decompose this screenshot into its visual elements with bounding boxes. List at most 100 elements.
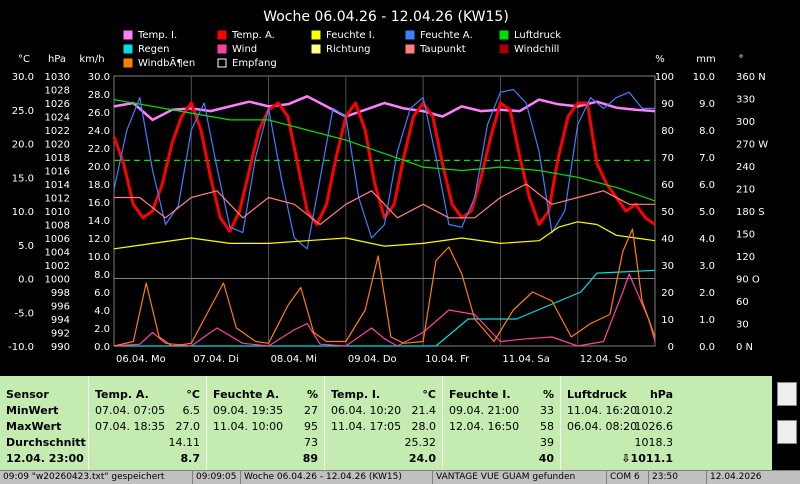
stats-avg-value: 25.32 [404,436,437,449]
x-tick-label: 12.04. So [580,354,627,365]
temp-tick-label: 25.0 [12,106,34,117]
wind-tick-label: 0.0 [94,342,110,353]
stats-current-value: 24.0 [408,452,436,465]
pressure-tick-label: 1020 [45,140,70,151]
pressure-tick-label: 1030 [45,72,70,83]
stats-current-label: 12.04. 23:00 [6,452,84,465]
stats-unit: °C [186,388,200,401]
legend-swatch [405,44,415,54]
pressure-tick-label: 1018 [45,153,70,164]
rain-tick-label: 0.0 [699,342,715,353]
legend-label: Regen [138,44,170,55]
stats-min-time: 09.04. 19:35 [213,404,284,417]
legend-swatch [123,30,133,40]
legend-swatch [311,30,321,40]
stats-column-luftdruck: Luftdruck hPa 11.04. 16:20 1010.2 06.04. 0… [561,376,679,470]
status-file: 09:09 "w20260423.txt" gespeichert [3,472,165,482]
humidity-tick-label: 0 [668,342,674,353]
x-tick-label: 06.04. Mo [116,354,166,365]
status-clock: 23:50 [648,471,708,484]
stats-max-value: 27.0 [175,420,201,433]
x-tick-label: 11.04. Sa [502,354,549,365]
stats-column-sensor: Sensor MinWert MaxWert Durchschnitt 12.0… [0,376,89,470]
legend-swatch [311,44,321,54]
legend-swatch [405,30,415,40]
axis-unit-direction: ° [739,54,744,65]
stats-current-value: 8.7 [180,452,201,465]
temp-tick-label: 15.0 [12,173,34,184]
status-station: VANTAGE VUE GUAM gefunden [432,471,608,484]
rain-tick-label: 6.0 [699,180,715,191]
stats-avg-value: 14.11 [168,436,201,449]
direction-tick-label: 240 [736,162,755,173]
pressure-tick-label: 994 [51,315,70,326]
wind-tick-label: 14.0 [88,216,110,227]
rain-tick-label: 9.0 [699,99,715,110]
legend-label: Temp. A. [231,30,275,41]
pressure-tick-label: 1026 [45,99,70,110]
temp-tick-label: 5.0 [18,241,34,252]
direction-tick-label: 150 [736,230,755,241]
status-window: Woche 06.04.26 - 12.04.26 (KW15) [240,471,434,484]
legend-label: Feuchte A. [420,30,473,41]
humidity-tick-label: 70 [661,153,674,164]
legend-label: Temp. I. [137,30,177,41]
thumbnail-icon[interactable] [777,420,797,444]
legend-label: Richtung [326,44,371,55]
wind-tick-label: 8.0 [94,270,110,281]
axis-unit-wind: km/h [79,54,104,65]
direction-tick-label: 330 [736,95,755,106]
status-time: 09:09:05 [192,471,242,484]
stats-min-label: MinWert [6,404,59,417]
direction-tick-label: 90 O [736,275,760,286]
status-port: COM 6 [606,471,650,484]
stats-unit: °C [422,388,436,401]
pressure-tick-label: 998 [51,288,70,299]
legend-label: Taupunkt [419,44,466,55]
stats-min-time: 09.04. 21:00 [449,404,520,417]
thumbnail-icon[interactable] [777,382,797,406]
rain-tick-label: 7.0 [699,153,715,164]
wind-tick-label: 10.0 [88,252,110,263]
stats-min-value: 6.5 [182,404,201,417]
series-line [114,183,655,226]
stats-column-temp-i: Temp. I. °C 06.04. 10:20 21.4 11.04. 17:05… [325,376,443,470]
stats-max-time: 12.04. 16:50 [449,420,520,433]
legend-label: Empfang [232,58,277,69]
wind-tick-label: 22.0 [88,144,110,155]
humidity-tick-label: 10 [661,315,674,326]
legend-label: Feuchte I. [326,30,375,41]
stats-unit: % [542,388,554,401]
stats-unit: hPa [649,388,673,401]
chart-area: Woche 06.04.26 - 12.04.26 (KW15) Temp. I.… [0,0,772,376]
stats-column-temp-a: Temp. A. °C 07.04. 07:05 6.5 07.04. 18:35 2… [89,376,207,470]
rain-tick-label: 2.0 [699,288,715,299]
direction-tick-label: 60 [736,297,749,308]
direction-tick-label: 0 N [736,342,753,353]
axis-unit-temperature: °C [18,54,30,65]
pressure-tick-label: 1028 [45,86,70,97]
legend-swatch [123,44,133,54]
pressure-tick-label: 1022 [45,126,70,137]
legend-swatch [499,30,509,40]
stats-current-value: 89 [302,452,318,465]
stats-header: Temp. I. [331,388,381,401]
stats-max-time: 11.04. 10:00 [213,420,284,433]
stats-unit: % [306,388,318,401]
legend-swatch [217,44,227,54]
wind-tick-label: 12.0 [88,234,110,245]
pressure-tick-label: 1014 [45,180,70,191]
rain-tick-label: 3.0 [699,261,715,272]
stats-min-value: 21.4 [411,404,437,417]
x-tick-label: 08.04. Mi [271,354,317,365]
wind-tick-label: 28.0 [88,90,110,101]
stats-avg-value: 1018.3 [634,436,674,449]
stats-header: Feuchte A. [213,388,280,401]
wind-tick-label: 20.0 [88,162,110,173]
stats-min-time: 06.04. 10:20 [331,404,402,417]
humidity-tick-label: 60 [661,180,674,191]
wind-tick-label: 24.0 [88,126,110,137]
stats-max-value: 1026.6 [634,420,674,433]
stats-header: Sensor [6,388,49,401]
stats-current-value: 40 [538,452,554,465]
